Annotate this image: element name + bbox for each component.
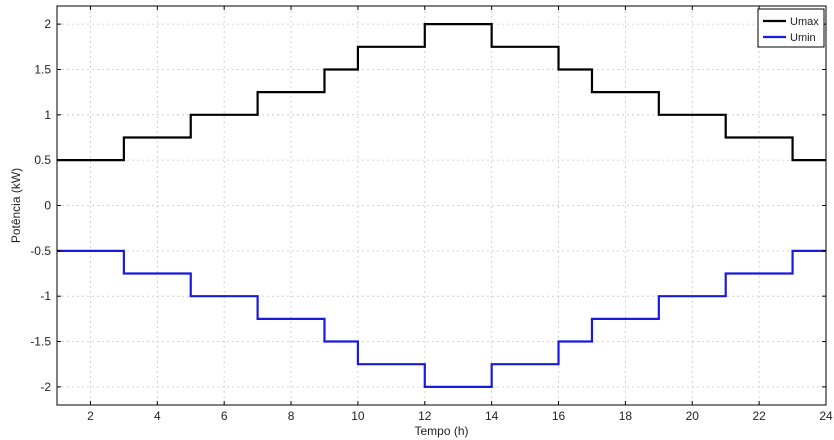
x-tick-label: 10 — [351, 409, 365, 423]
x-tick-label: 4 — [154, 409, 161, 423]
y-axis-label: Potência (kW) — [9, 168, 23, 243]
x-tick-label: 20 — [686, 409, 700, 423]
series-line-umax — [57, 23, 826, 162]
series-line-umin — [57, 249, 826, 388]
y-tick-label: -2 — [40, 380, 51, 394]
x-tick-label: 6 — [221, 409, 228, 423]
legend-label: Umin — [790, 32, 816, 44]
y-tick-label: 2 — [44, 17, 51, 31]
x-tick-label: 14 — [485, 409, 499, 423]
y-tick-label: -0.5 — [30, 244, 51, 258]
x-axis-label: Tempo (h) — [414, 424, 468, 438]
axis-ticks: 2 4 6 8 10 12 14 16 18 20 22 24-2-1.5-1-0.500.511.5… — [30, 6, 833, 423]
legend: Umax Umin — [757, 8, 825, 48]
x-tick-label: 2 — [87, 409, 94, 423]
x-tick-label: 18 — [619, 409, 633, 423]
grid-lines — [57, 6, 826, 405]
y-tick-label: 0.5 — [34, 153, 51, 167]
x-tick-label: 12 — [418, 409, 432, 423]
x-tick-label: 22 — [752, 409, 766, 423]
y-tick-label: 0 — [44, 199, 51, 213]
series-lines — [57, 23, 826, 388]
x-tick-label: 24 — [819, 409, 833, 423]
y-tick-label: -1.5 — [30, 335, 51, 349]
legend-box — [757, 8, 825, 48]
x-tick-label: 16 — [552, 409, 566, 423]
y-tick-label: 1 — [44, 108, 51, 122]
legend-label: Umax — [790, 16, 819, 28]
y-tick-label: -1 — [40, 289, 51, 303]
x-tick-label: 8 — [288, 409, 295, 423]
y-tick-label: 1.5 — [34, 62, 51, 76]
